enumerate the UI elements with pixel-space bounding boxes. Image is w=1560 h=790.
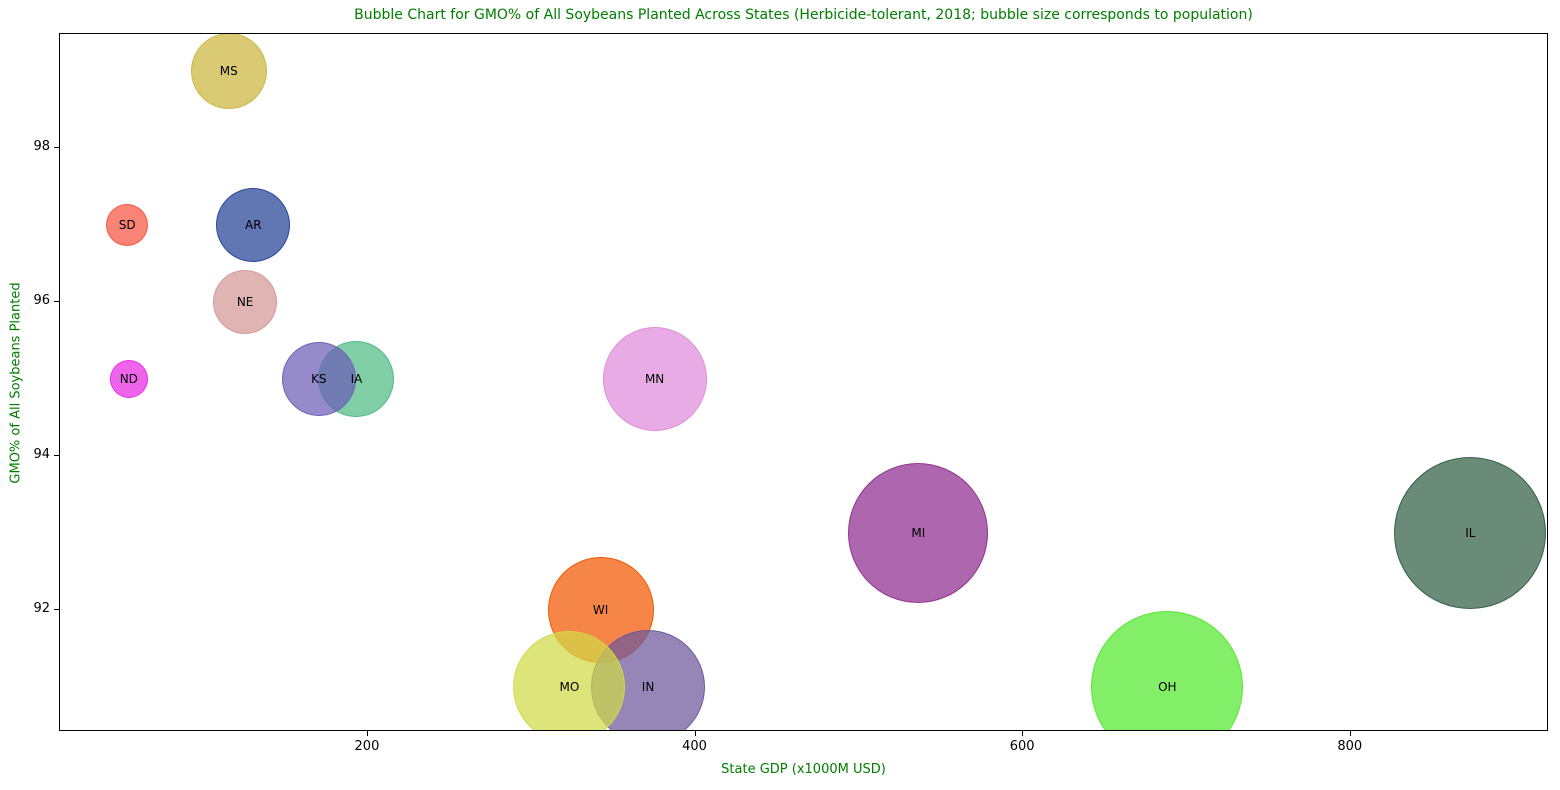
y-tick-mark-96 (54, 301, 59, 303)
bubble-mi (848, 463, 989, 604)
bubble-mo (513, 631, 626, 730)
x-tick-mark-800 (1349, 731, 1351, 736)
bubble-nd (109, 360, 148, 399)
bubble-ne (213, 270, 278, 335)
y-tick-mark-92 (54, 609, 59, 611)
chart-title: Bubble Chart for GMO% of All Soybeans Pl… (354, 7, 1253, 23)
y-tick-label-96: 96 (33, 293, 50, 309)
x-tick-label-200: 200 (354, 739, 380, 754)
bubble-ks (281, 342, 356, 417)
y-tick-mark-94 (54, 455, 59, 457)
x-tick-mark-600 (1022, 731, 1024, 736)
x-tick-label-600: 600 (1009, 739, 1035, 754)
y-tick-label-92: 92 (33, 601, 50, 617)
x-axis-label: State GDP (x1000M USD) (721, 762, 886, 777)
y-tick-label-94: 94 (33, 447, 50, 463)
bubble-ar (216, 188, 291, 263)
x-tick-mark-200 (366, 731, 368, 736)
y-tick-mark-98 (54, 147, 59, 149)
bubble-ms (190, 34, 267, 109)
bubble-mn (602, 327, 707, 432)
bubble-il (1394, 457, 1547, 610)
bubble-sd (106, 204, 149, 247)
bubble-oh (1091, 611, 1244, 730)
y-tick-label-98: 98 (33, 139, 50, 155)
x-tick-label-400: 400 (682, 739, 707, 754)
x-tick-label-800: 800 (1337, 739, 1363, 754)
x-tick-mark-400 (694, 731, 696, 736)
plot-area: MS SD AR NE ND IA KS MN MI IL WI IN MO OH (59, 33, 1548, 731)
